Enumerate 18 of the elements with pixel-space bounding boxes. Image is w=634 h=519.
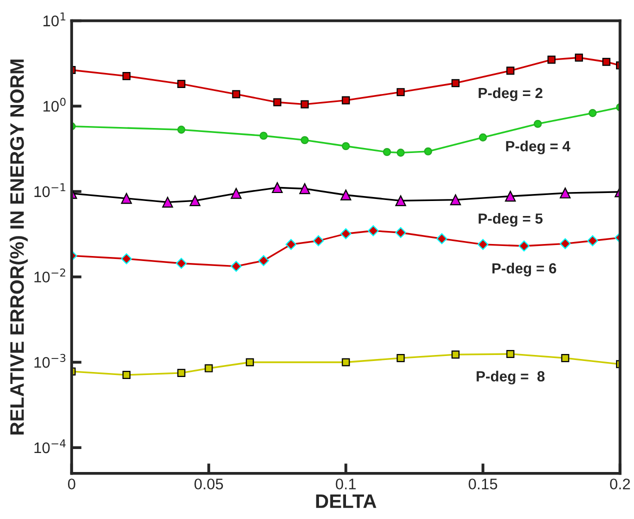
- y-axis-title: RELATIVE ERROR(%) IN ENERGY NORM: [10, 60, 28, 434]
- y-tick-label: 10$^{−4}$: [34, 439, 66, 454]
- series-label: P-deg = 4: [506, 140, 570, 154]
- x-tick-label: 0.2: [610, 478, 630, 490]
- series-label: P-deg = 8: [476, 370, 545, 384]
- y-tick-label: 10$^{−1}$: [34, 183, 66, 198]
- y-tick-label: 10$^{1}$: [44, 12, 66, 26]
- y-tick-label: 10$^{−2}$: [34, 268, 66, 282]
- series-label: P-deg = 5: [478, 213, 543, 227]
- y-tick-label: 10$^{0}$: [44, 98, 66, 112]
- series-label: P-deg = 6: [492, 262, 556, 276]
- x-tick-label: 0.1: [336, 478, 356, 490]
- series-label: P-deg = 2: [478, 87, 542, 102]
- y-tick-label: 10$^{−3}$: [34, 354, 66, 368]
- x-axis-title: DELTA: [316, 494, 376, 508]
- x-tick-label: 0.15: [468, 478, 498, 490]
- x-tick-label: 0.05: [194, 478, 223, 490]
- x-tick-label: 0: [68, 478, 76, 490]
